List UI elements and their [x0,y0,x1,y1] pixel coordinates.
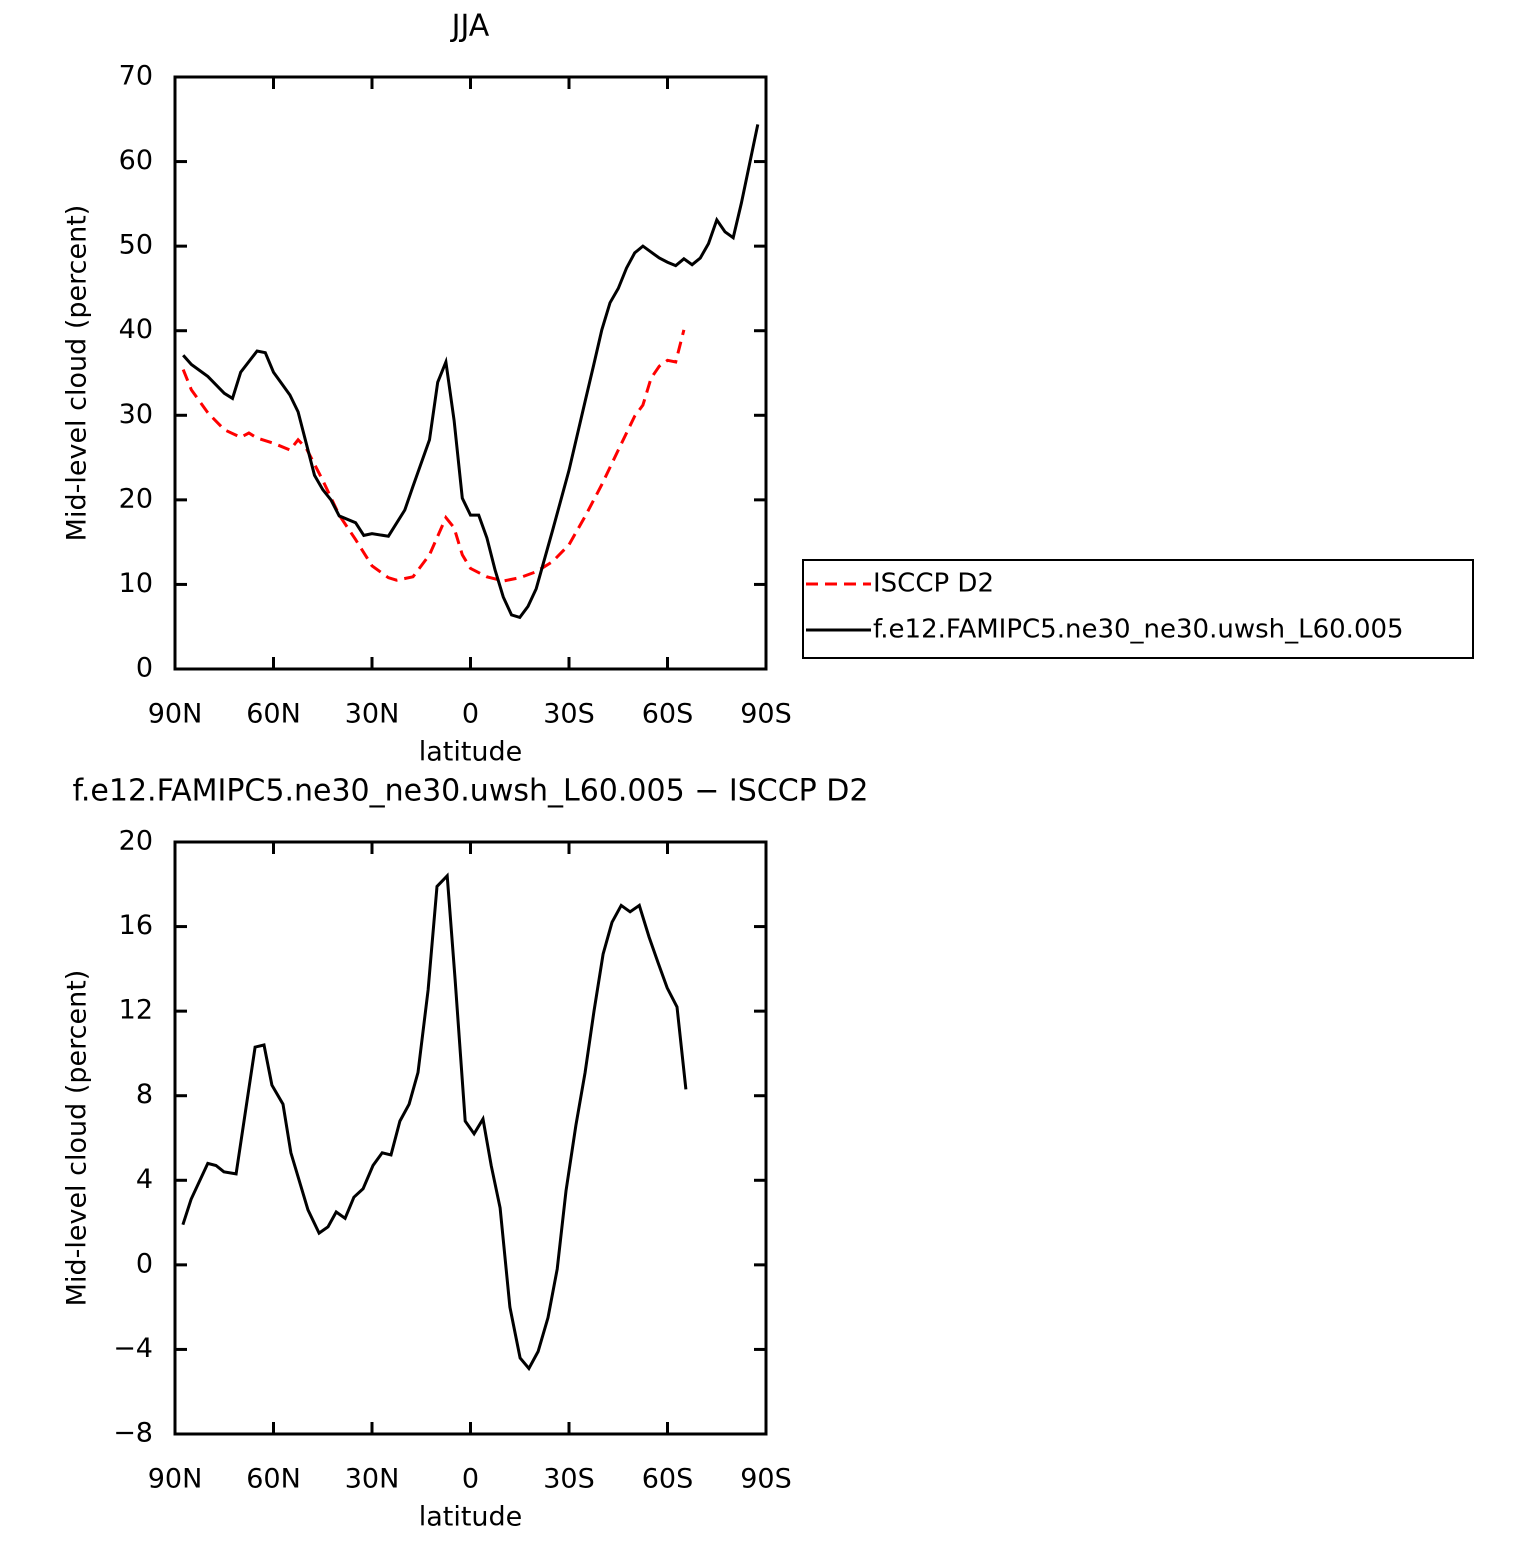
y-tick-label: −8 [113,1418,153,1449]
data-line [181,329,686,583]
x-tick-label: 0 [462,1464,479,1495]
x-tick-label: 90S [740,1464,792,1495]
y-tick-label: 10 [119,568,153,599]
x-tick-label: 30S [543,699,595,730]
y-tick-label: 20 [119,483,153,514]
x-axis-label: latitude [419,737,523,768]
y-tick-label: 16 [119,910,153,941]
legend-label: f.e12.FAMIPC5.ne30_ne30.uwsh_L60.005 [873,615,1404,645]
x-tick-label: 0 [462,699,479,730]
y-tick-label: −4 [113,1333,153,1364]
y-tick-label: 70 [119,61,153,92]
x-axis-label: latitude [419,1502,523,1533]
y-axis-label: Mid-level cloud (percent) [62,205,93,542]
y-tick-label: 30 [119,399,153,430]
data-line [182,124,760,620]
x-tick-label: 60N [246,1464,301,1495]
y-axis-label: Mid-level cloud (percent) [62,970,93,1307]
y-tick-label: 0 [136,653,153,684]
x-tick-label: 30N [345,1464,400,1495]
legend-label: ISCCP D2 [873,569,994,599]
x-tick-label: 30N [345,699,400,730]
x-tick-label: 60S [642,699,694,730]
x-tick-label: 90S [740,699,792,730]
y-tick-label: 12 [119,995,153,1026]
plot-frame [173,75,768,671]
y-tick-label: 8 [136,1079,153,1110]
x-tick-label: 60N [246,699,301,730]
y-tick-label: 4 [136,1164,153,1195]
y-tick-label: 20 [119,826,153,857]
chart-title: JJA [450,9,490,44]
legend-box [802,559,1474,659]
x-tick-label: 60S [642,1464,694,1495]
x-tick-label: 30S [543,1464,595,1495]
y-tick-label: 60 [119,145,153,176]
y-tick-label: 0 [136,1248,153,1279]
x-tick-label: 90N [148,1464,203,1495]
chart-title: f.e12.FAMIPC5.ne30_ne30.uwsh_L60.005 − I… [72,774,868,809]
data-line [181,872,688,1372]
plot-frame [173,840,768,1436]
y-tick-label: 40 [119,314,153,345]
y-tick-label: 50 [119,230,153,261]
x-tick-label: 90N [148,699,203,730]
